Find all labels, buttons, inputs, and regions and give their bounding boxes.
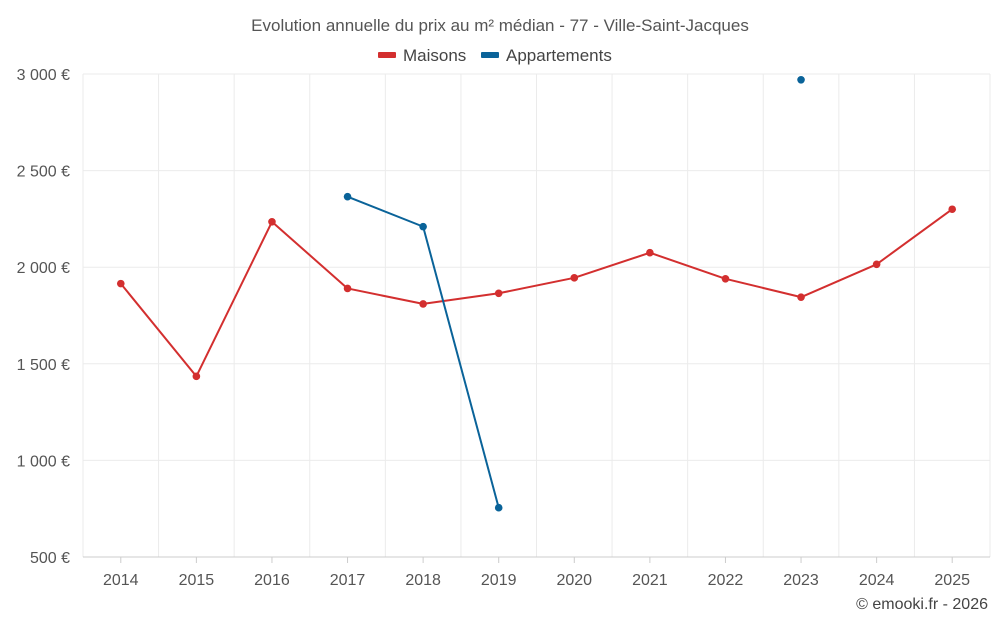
y-tick-label: 1 500 €	[17, 357, 70, 374]
credit-text: © emooki.fr - 2026	[856, 596, 988, 613]
series-line-appartements	[347, 195, 500, 508]
legend-label-maisons[interactable]: Maisons	[403, 46, 466, 65]
x-tick-label: 2020	[556, 572, 592, 589]
x-tick-label: 2025	[934, 572, 970, 589]
data-point-appartements[interactable]	[343, 192, 352, 201]
axes: 500 € 1 000 € 1 500 € 2 000 € 2 500 € 3 000 €…	[17, 67, 990, 589]
y-tick-label: 1 000 €	[17, 453, 70, 470]
data-point-appartements[interactable]	[419, 222, 427, 231]
x-tick-label: 2016	[254, 572, 290, 589]
x-tick-label: 2024	[859, 572, 895, 589]
data-point-appartements[interactable]	[797, 75, 805, 84]
series-line-maisons	[120, 208, 953, 378]
chart-title: Evolution annuelle du prix au m² médian …	[251, 16, 749, 35]
data-point-maisons[interactable]	[268, 217, 276, 226]
data-point-maisons[interactable]	[948, 205, 957, 214]
data-point-maisons[interactable]	[721, 274, 730, 283]
x-tick-label: 2018	[405, 572, 441, 589]
x-tick-label: 2021	[632, 572, 668, 589]
data-point-maisons[interactable]	[872, 260, 881, 269]
data-point-maisons[interactable]	[116, 279, 125, 288]
legend: Maisons Appartements	[378, 46, 612, 65]
data-point-maisons[interactable]	[797, 293, 805, 301]
data-point-maisons[interactable]	[570, 274, 579, 282]
x-tick-label: 2014	[103, 572, 139, 589]
data-point-appartements[interactable]	[494, 503, 503, 512]
x-tick-label: 2019	[481, 572, 517, 589]
series	[116, 75, 957, 512]
x-tick-label: 2022	[708, 572, 744, 589]
legend-swatch-appartements[interactable]	[481, 52, 499, 58]
grid	[82, 73, 991, 557]
data-point-maisons[interactable]	[646, 248, 654, 257]
y-tick-label: 3 000 €	[17, 67, 70, 84]
x-tick-label: 2023	[783, 572, 819, 589]
y-tick-label: 2 000 €	[17, 260, 70, 277]
data-point-maisons[interactable]	[494, 289, 503, 298]
y-tick-label: 500 €	[30, 550, 70, 567]
data-point-maisons[interactable]	[419, 300, 427, 308]
x-tick-label: 2017	[330, 572, 366, 589]
x-tick-label: 2015	[179, 572, 215, 589]
legend-label-appartements[interactable]: Appartements	[506, 46, 612, 65]
legend-swatch-maisons[interactable]	[378, 52, 396, 58]
y-tick-label: 2 500 €	[17, 164, 70, 181]
data-point-maisons[interactable]	[343, 284, 352, 293]
data-point-maisons[interactable]	[192, 372, 201, 381]
